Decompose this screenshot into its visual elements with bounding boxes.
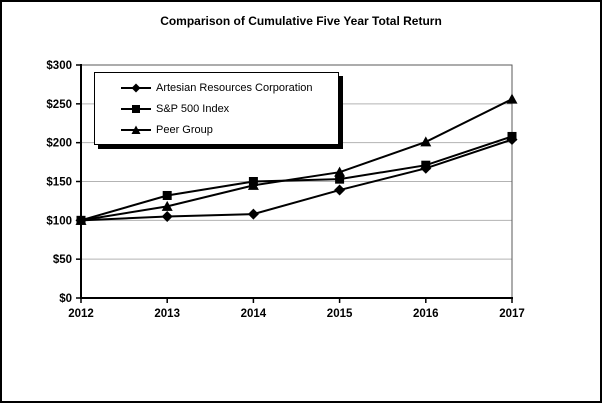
legend-item-sp500: S&P 500 Index <box>121 102 338 116</box>
legend-label-sp500: S&P 500 Index <box>156 102 230 115</box>
x-tick-label: 2017 <box>499 308 525 320</box>
x-tick-label: 2016 <box>413 308 439 320</box>
diamond-marker-icon <box>121 83 151 92</box>
y-tick-label: $150 <box>46 177 72 189</box>
y-tick-label: $250 <box>46 99 72 111</box>
x-tick-label: 2012 <box>68 308 94 320</box>
legend-label-artesian: Artesian Resources Corporation <box>156 81 313 94</box>
legend-item-peer-group: Peer Group <box>121 123 338 137</box>
triangle-marker-icon <box>121 125 151 134</box>
y-tick-label: $0 <box>59 293 72 305</box>
legend-label-peer-group: Peer Group <box>156 123 213 136</box>
y-tick-label: $100 <box>46 215 72 227</box>
x-tick-label: 2013 <box>154 308 180 320</box>
x-tick-label: 2015 <box>327 308 353 320</box>
legend: Artesian Resources Corporation S&P 500 I… <box>94 72 339 145</box>
series-triangle <box>75 93 518 225</box>
chart-title: Comparison of Cumulative Five Year Total… <box>160 14 442 28</box>
x-tick-label: 2014 <box>241 308 267 320</box>
y-tick-label: $50 <box>53 254 72 266</box>
square-marker-icon <box>121 104 151 113</box>
y-tick-label: $200 <box>46 138 72 150</box>
legend-item-artesian: Artesian Resources Corporation <box>121 81 338 95</box>
y-tick-label: $300 <box>46 60 72 72</box>
